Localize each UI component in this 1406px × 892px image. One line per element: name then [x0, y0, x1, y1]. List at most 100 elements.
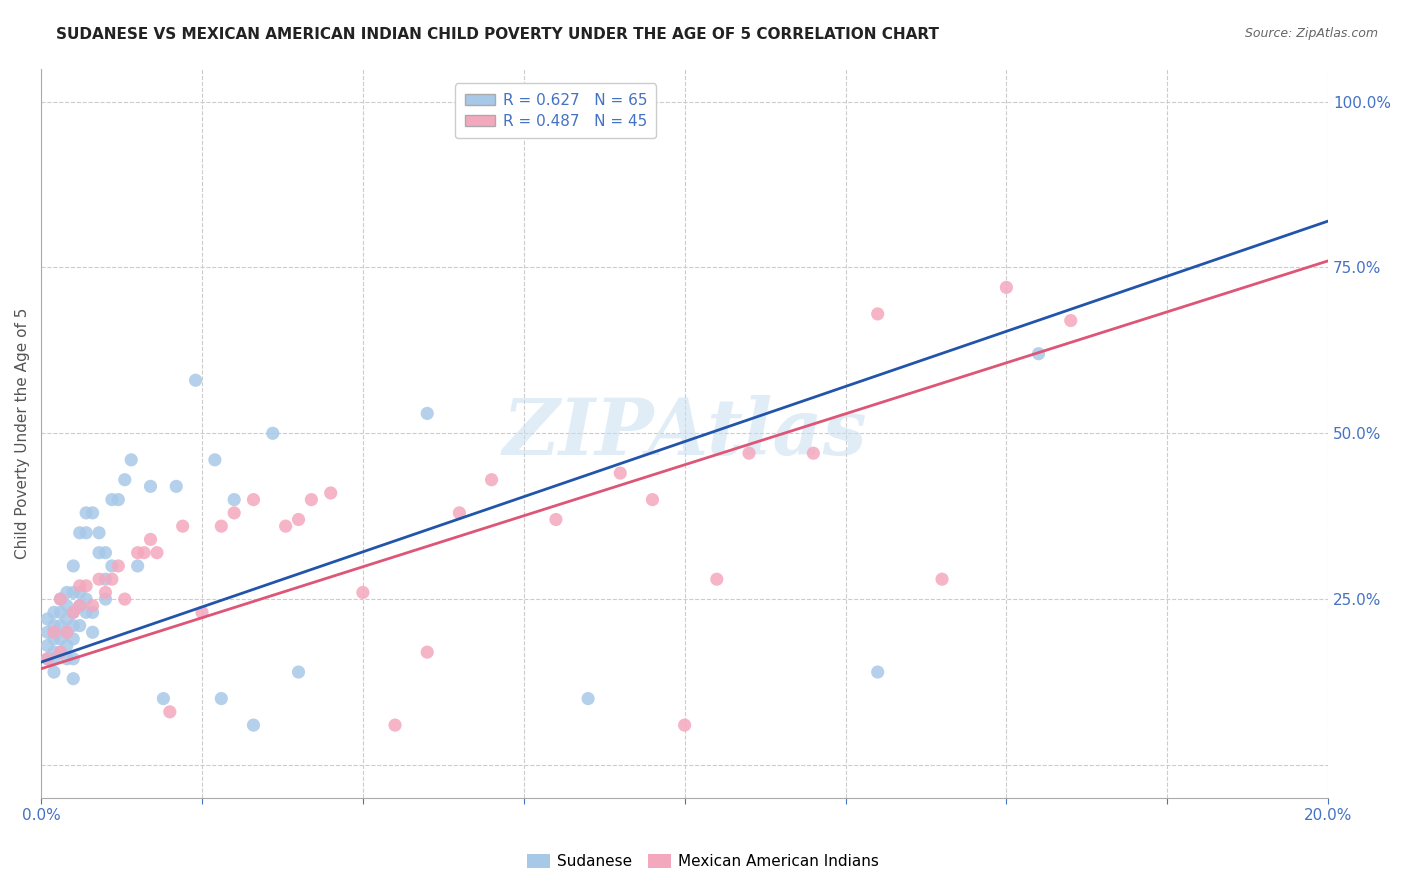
Point [319, 486, 342, 500]
Point [42, 606, 65, 620]
Point [75, 592, 97, 607]
Point [82, 606, 104, 620]
Point [242, 718, 264, 732]
Point [449, 506, 471, 520]
Point [866, 665, 889, 679]
Point [384, 718, 406, 732]
Point [224, 506, 246, 520]
Point [37, 625, 59, 640]
Point [576, 691, 599, 706]
Point [416, 645, 439, 659]
Point [49, 618, 72, 632]
Point [299, 492, 322, 507]
Point [165, 479, 187, 493]
Point [184, 373, 207, 387]
Point [101, 492, 124, 507]
Point [101, 558, 124, 573]
Point [287, 665, 309, 679]
Point [37, 639, 59, 653]
Point [49, 592, 72, 607]
Point [1060, 313, 1083, 327]
Point [49, 632, 72, 646]
Point [801, 446, 824, 460]
Point [127, 546, 149, 560]
Point [287, 512, 309, 526]
Point [481, 473, 503, 487]
Point [146, 546, 169, 560]
Point [49, 592, 72, 607]
Point [82, 599, 104, 613]
Point [352, 585, 374, 599]
Point [1028, 347, 1050, 361]
Point [107, 492, 129, 507]
Point [152, 691, 174, 706]
Point [42, 632, 65, 646]
Point [94, 585, 117, 599]
Point [62, 672, 84, 686]
Point [641, 492, 664, 507]
Point [62, 618, 84, 632]
Point [75, 525, 97, 540]
Point [56, 585, 79, 599]
Point [416, 406, 439, 420]
Text: SUDANESE VS MEXICAN AMERICAN INDIAN CHILD POVERTY UNDER THE AGE OF 5 CORRELATION: SUDANESE VS MEXICAN AMERICAN INDIAN CHIL… [56, 27, 939, 42]
Point [56, 625, 79, 640]
Point [42, 645, 65, 659]
Point [69, 599, 91, 613]
Point [82, 506, 104, 520]
Point [69, 599, 91, 613]
Legend: R = 0.627   N = 65, R = 0.487   N = 45: R = 0.627 N = 65, R = 0.487 N = 45 [456, 84, 657, 138]
Point [62, 632, 84, 646]
Point [69, 525, 91, 540]
Point [75, 579, 97, 593]
Text: Source: ZipAtlas.com: Source: ZipAtlas.com [1244, 27, 1378, 40]
Point [42, 625, 65, 640]
Point [609, 466, 631, 480]
Point [56, 599, 79, 613]
Text: ZIPAtlas: ZIPAtlas [502, 395, 868, 472]
Point [56, 652, 79, 666]
Point [69, 585, 91, 599]
Point [172, 519, 194, 533]
Point [42, 625, 65, 640]
Point [62, 585, 84, 599]
Point [69, 618, 91, 632]
Point [866, 307, 889, 321]
Point [139, 479, 162, 493]
Point [49, 645, 72, 659]
Point [204, 452, 226, 467]
Point [673, 718, 696, 732]
Point [62, 558, 84, 573]
Point [75, 606, 97, 620]
Point [87, 546, 110, 560]
Point [274, 519, 297, 533]
Point [56, 639, 79, 653]
Point [49, 645, 72, 659]
Point [75, 506, 97, 520]
Point [37, 612, 59, 626]
Point [127, 558, 149, 573]
Point [191, 606, 214, 620]
Point [42, 665, 65, 679]
Point [120, 452, 142, 467]
Y-axis label: Child Poverty Under the Age of 5: Child Poverty Under the Age of 5 [15, 308, 30, 559]
Point [56, 612, 79, 626]
Point [706, 572, 728, 586]
Legend: Sudanese, Mexican American Indians: Sudanese, Mexican American Indians [520, 848, 886, 875]
Point [37, 652, 59, 666]
Point [738, 446, 761, 460]
Point [931, 572, 953, 586]
Point [159, 705, 181, 719]
Point [94, 546, 117, 560]
Point [114, 592, 136, 607]
Point [139, 533, 162, 547]
Point [262, 426, 284, 441]
Point [544, 512, 567, 526]
Point [49, 606, 72, 620]
Point [107, 558, 129, 573]
Point [42, 652, 65, 666]
Point [87, 572, 110, 586]
Point [87, 525, 110, 540]
Point [101, 572, 124, 586]
Point [114, 473, 136, 487]
